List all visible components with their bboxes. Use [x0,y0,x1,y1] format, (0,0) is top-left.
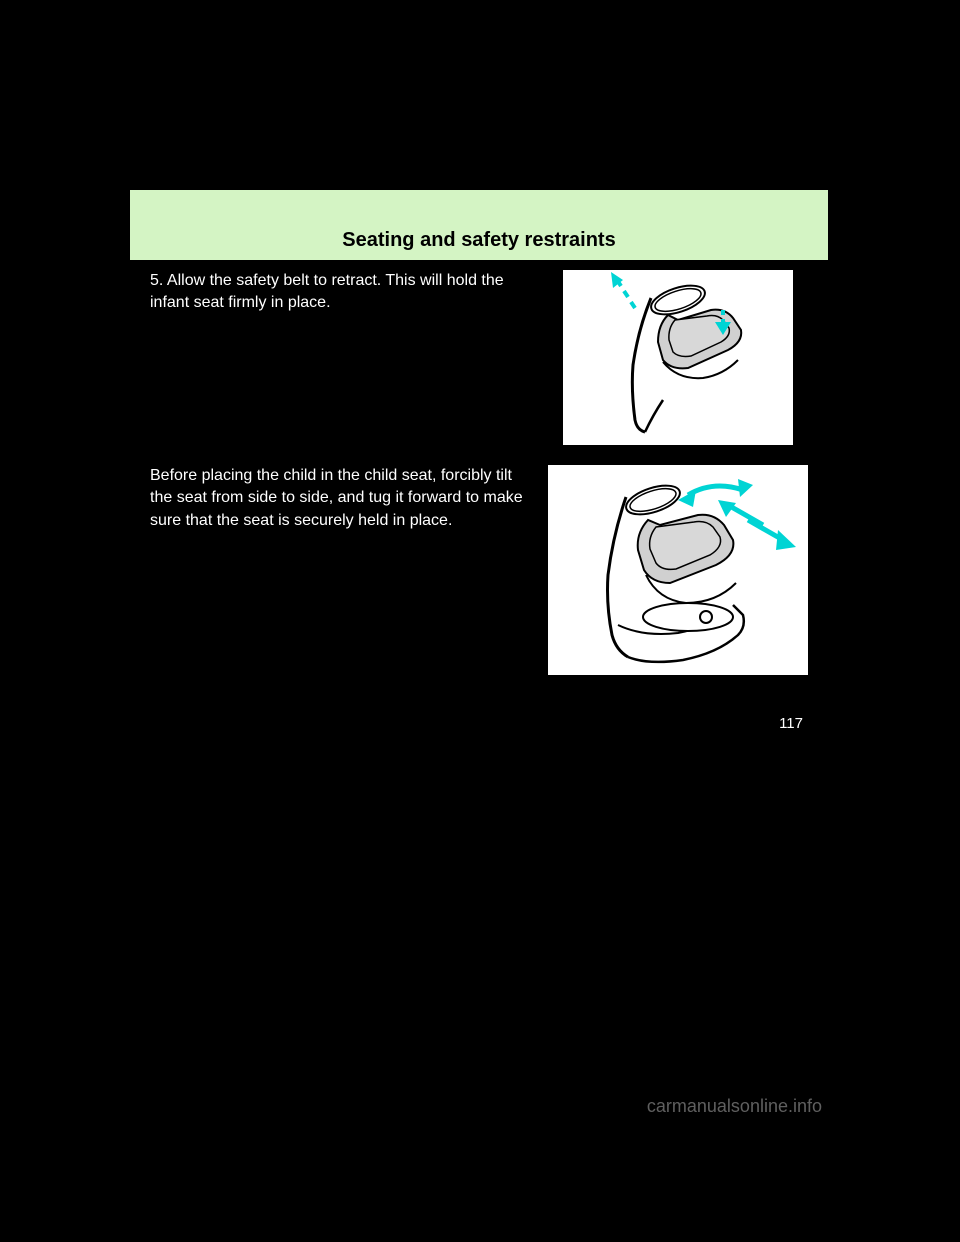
section-header: Seating and safety restraints [130,190,828,260]
step-section-2: Before placing the child in the child se… [150,465,808,675]
step-2-text: Before placing the child in the child se… [150,467,523,529]
watermark-text: carmanualsonline.info [647,1096,822,1117]
page-number: 117 [130,705,828,732]
step-2-image-column [548,465,808,675]
section-title: Seating and safety restraints [342,229,615,252]
page-container: Seating and safety restraints 5. Allow t… [130,190,828,1110]
step-2-text-column: Before placing the child in the child se… [150,465,533,532]
step-1-number: 5. [150,272,163,289]
child-seat-tug-illustration [548,465,808,675]
step-1-text-column: 5. Allow the safety belt to retract. Thi… [150,270,533,315]
step-section-1: 5. Allow the safety belt to retract. Thi… [150,270,808,445]
step-1-text: Allow the safety belt to retract. This w… [150,272,504,311]
step-1-image-column [548,270,808,445]
content-area: 5. Allow the safety belt to retract. Thi… [130,260,828,705]
infant-seat-retract-illustration [563,270,793,445]
